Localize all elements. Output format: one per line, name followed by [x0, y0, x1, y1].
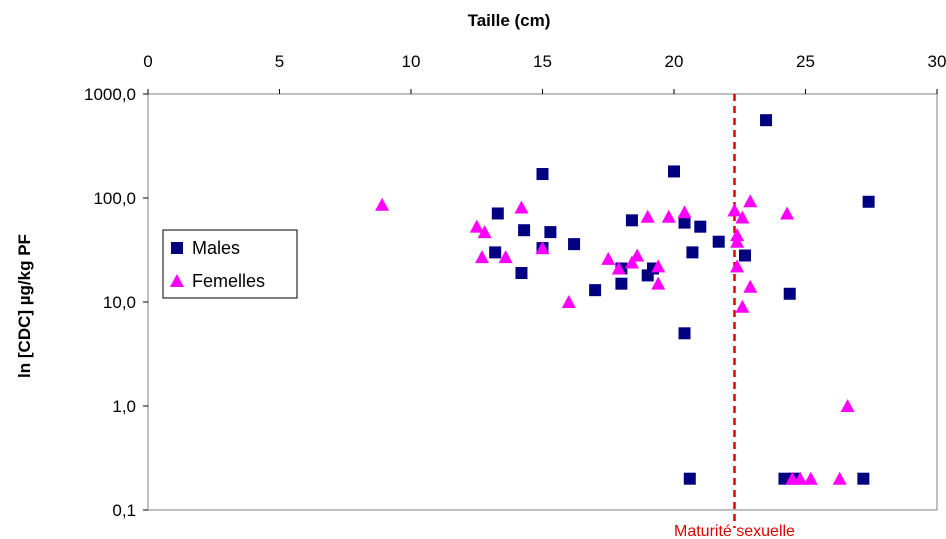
female-point: [793, 471, 808, 485]
male-point: [615, 277, 628, 290]
male-point: [678, 216, 691, 229]
x-tick-label: 15: [533, 52, 552, 71]
annotations: Maturité sexuelle: [674, 94, 795, 539]
female-point: [611, 261, 626, 275]
male-point: [568, 238, 581, 251]
female-point: [498, 250, 513, 264]
female-point: [601, 251, 616, 265]
male-point: [686, 246, 699, 259]
x-tick-label: 5: [275, 52, 284, 71]
male-point: [536, 168, 549, 181]
female-point: [803, 471, 818, 485]
legend-label: Males: [192, 238, 240, 258]
maturity-label: Maturité sexuelle: [674, 523, 795, 539]
x-axis: 0 5 10 15 20 25 30: [143, 52, 946, 94]
female-point: [477, 225, 492, 239]
female-point: [832, 471, 847, 485]
male-point: [783, 287, 796, 300]
female-point: [743, 194, 758, 208]
male-point: [515, 267, 528, 280]
y-tick-label: 1000,0: [84, 85, 136, 104]
female-point: [735, 299, 750, 313]
male-point: [625, 214, 638, 227]
male-point: [683, 472, 696, 485]
female-point: [651, 276, 666, 290]
female-point: [730, 259, 745, 273]
legend-male-marker: [171, 242, 183, 254]
female-point: [730, 234, 745, 248]
legend: Males Femelles: [162, 229, 298, 299]
x-tick-label: 20: [665, 52, 684, 71]
male-point: [760, 114, 773, 127]
legend-label: Femelles: [192, 271, 265, 291]
x-tick-label: 30: [928, 52, 946, 71]
female-point: [469, 219, 484, 233]
male-point: [712, 235, 725, 248]
female-point: [661, 209, 676, 223]
male-point: [694, 220, 707, 233]
plot-area: [147, 93, 938, 511]
female-point: [677, 205, 692, 219]
male-point: [544, 226, 557, 239]
y-tick-label: 0,1: [112, 501, 136, 520]
y-axis: 0,1 1,0 10,0 100,0 1000,0: [84, 85, 148, 520]
female-point: [630, 248, 645, 262]
male-point: [489, 246, 502, 259]
y-tick-label: 1,0: [112, 397, 136, 416]
male-point: [862, 195, 875, 208]
female-point: [375, 197, 390, 211]
x-tick-label: 0: [143, 52, 152, 71]
x-tick-label: 25: [796, 52, 815, 71]
female-point: [735, 210, 750, 224]
female-point: [514, 200, 529, 214]
female-point: [475, 250, 490, 264]
female-point: [624, 255, 639, 269]
male-point: [518, 224, 531, 237]
female-point: [730, 228, 745, 242]
male-point: [678, 327, 691, 340]
male-point: [739, 249, 752, 262]
female-point: [561, 295, 576, 308]
y-tick-label: 100,0: [93, 189, 136, 208]
female-point: [640, 209, 655, 223]
male-point: [589, 284, 602, 297]
female-point: [727, 203, 742, 217]
female-point: [535, 241, 550, 255]
female-point: [840, 399, 855, 412]
legend-box: [162, 229, 298, 299]
y-axis-title: ln [CDC] µg/kg PF: [15, 234, 34, 378]
female-point: [651, 259, 666, 273]
male-point: [491, 207, 504, 220]
data-points: [375, 114, 875, 485]
male-point: [857, 472, 870, 485]
female-point: [780, 206, 795, 220]
male-point: [668, 165, 680, 178]
legend-female-marker: [170, 274, 184, 287]
female-point: [743, 279, 758, 293]
x-axis-title: Taille (cm): [468, 11, 551, 30]
x-tick-label: 10: [402, 52, 421, 71]
y-tick-label: 10,0: [103, 293, 136, 312]
